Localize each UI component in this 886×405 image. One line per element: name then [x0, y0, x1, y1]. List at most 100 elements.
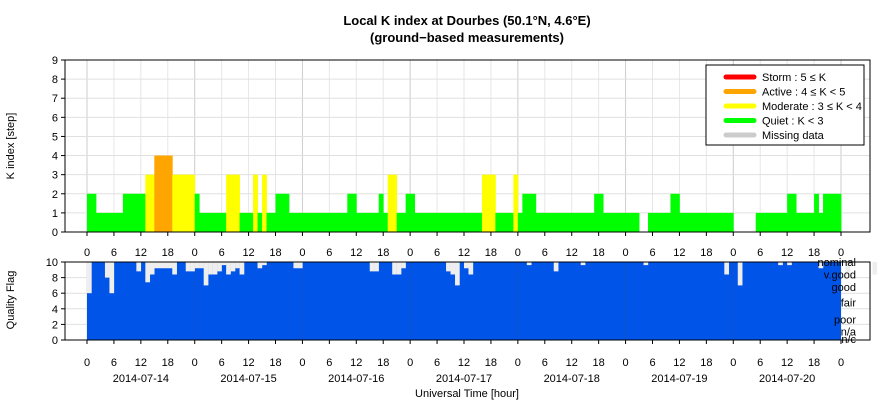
k-bar	[594, 193, 600, 232]
k-bar	[477, 212, 483, 232]
k-bar	[580, 212, 586, 232]
quality-dip	[369, 262, 375, 272]
k-bar	[827, 193, 833, 232]
k-bar	[306, 212, 312, 232]
quality-dip	[778, 262, 783, 266]
k-x-tick-label: 6	[219, 247, 225, 259]
q-x-tick-label: 0	[84, 357, 90, 369]
k-bar	[396, 212, 402, 232]
q-x-tick-label: 18	[700, 357, 712, 369]
k-bar	[832, 193, 837, 232]
k-bar	[378, 193, 384, 232]
k-x-tick-label: 0	[838, 247, 844, 259]
quality-dip	[172, 262, 177, 275]
q-x-tick-label: 0	[838, 357, 844, 369]
quality-dip	[154, 262, 160, 269]
k-x-tick-label: 0	[407, 247, 413, 259]
quality-dip	[257, 262, 263, 269]
quality-dip	[104, 262, 110, 278]
q-x-tick-label: 0	[407, 357, 413, 369]
k-bar	[589, 212, 595, 232]
k-bar	[814, 193, 819, 232]
k-bar	[428, 212, 433, 232]
k-x-tick-label: 0	[192, 247, 198, 259]
k-bar	[558, 212, 564, 232]
quality-dip	[208, 262, 213, 275]
q-x-tick-label: 6	[434, 357, 440, 369]
quality-dip	[737, 262, 743, 286]
quality-dip	[149, 262, 155, 275]
quality-dip	[455, 262, 460, 286]
k-bar	[271, 212, 276, 232]
k-x-tick-label: 0	[623, 247, 629, 259]
k-bar	[665, 212, 671, 232]
k-bar	[190, 174, 196, 232]
quality-dip	[401, 262, 406, 269]
k-bar	[163, 155, 169, 232]
k-bar	[755, 212, 761, 232]
k-y-tick-label: 5	[52, 131, 58, 143]
q-y-tick-label: 6	[52, 288, 58, 300]
k-bar	[91, 193, 97, 232]
k-bar	[540, 212, 546, 232]
k-bar	[185, 174, 191, 232]
k-x-tick-label: 0	[730, 247, 736, 259]
k-bar	[279, 193, 285, 232]
k-bar	[405, 193, 411, 232]
k-x-tick-label: 18	[808, 247, 820, 259]
k-bar	[369, 212, 375, 232]
quality-dip	[446, 262, 451, 272]
quality-dip	[553, 262, 559, 272]
k-bar	[701, 212, 707, 232]
k-bar	[571, 212, 577, 232]
q-x-tick-label: 12	[350, 357, 362, 369]
k-y-tick-label: 2	[52, 189, 58, 201]
k-bar	[468, 212, 474, 232]
quality-dip	[262, 262, 267, 266]
q-y-tick-label: 2	[52, 319, 58, 331]
q-x-tick-label: 12	[673, 357, 685, 369]
quality-dip	[167, 262, 173, 269]
k-bar	[724, 212, 730, 232]
k-bar	[360, 212, 366, 232]
k-bar	[679, 212, 685, 232]
k-x-tick-label: 12	[242, 247, 254, 259]
q-day-label: 2014-07-19	[651, 373, 707, 385]
k-bar	[167, 155, 173, 232]
k-bar	[800, 212, 806, 232]
quality-dip	[199, 262, 204, 269]
k-bar	[158, 155, 164, 232]
x-axis-title: Universal Time [hour]	[415, 388, 519, 400]
chart-subtitle: (ground−based measurements)	[370, 30, 564, 45]
k-bar	[149, 174, 155, 232]
k-bar	[131, 193, 137, 232]
k-bar	[697, 212, 703, 232]
k-bar	[365, 212, 371, 232]
k-bar	[486, 174, 492, 232]
quality-dip	[293, 262, 299, 269]
legend-entry: Storm : 5 ≤ K	[762, 72, 827, 84]
k-x-tick-label: 18	[700, 247, 712, 259]
quality-dip	[845, 262, 851, 275]
k-bar	[598, 193, 604, 232]
k-bar	[315, 212, 321, 232]
k-plot-frame	[64, 59, 871, 233]
k-x-tick-label: 18	[162, 247, 174, 259]
k-bar	[333, 212, 339, 232]
k-bar	[297, 212, 303, 232]
k-bar	[212, 212, 218, 232]
k-bar	[796, 212, 802, 232]
k-x-tick-label: 12	[135, 247, 147, 259]
k-bar	[172, 174, 178, 232]
q-x-tick-label: 12	[135, 357, 147, 369]
quality-level-label: fair	[841, 298, 857, 310]
quality-dip	[818, 262, 824, 269]
q-x-tick-label: 6	[757, 357, 763, 369]
q-x-tick-label: 6	[542, 357, 548, 369]
k-y-tick-label: 3	[52, 170, 58, 182]
k-bar	[351, 193, 357, 232]
k-bar	[293, 212, 299, 232]
k-bar	[324, 212, 330, 232]
q-x-tick-label: 0	[730, 357, 736, 369]
quality-dip	[217, 262, 222, 272]
